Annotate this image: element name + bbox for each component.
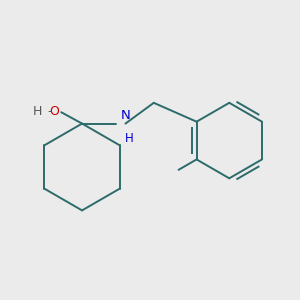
Text: H: H <box>125 132 134 145</box>
Text: -: - <box>48 105 52 118</box>
Text: H: H <box>32 105 42 118</box>
Text: O: O <box>49 105 58 118</box>
Text: N: N <box>121 109 130 122</box>
